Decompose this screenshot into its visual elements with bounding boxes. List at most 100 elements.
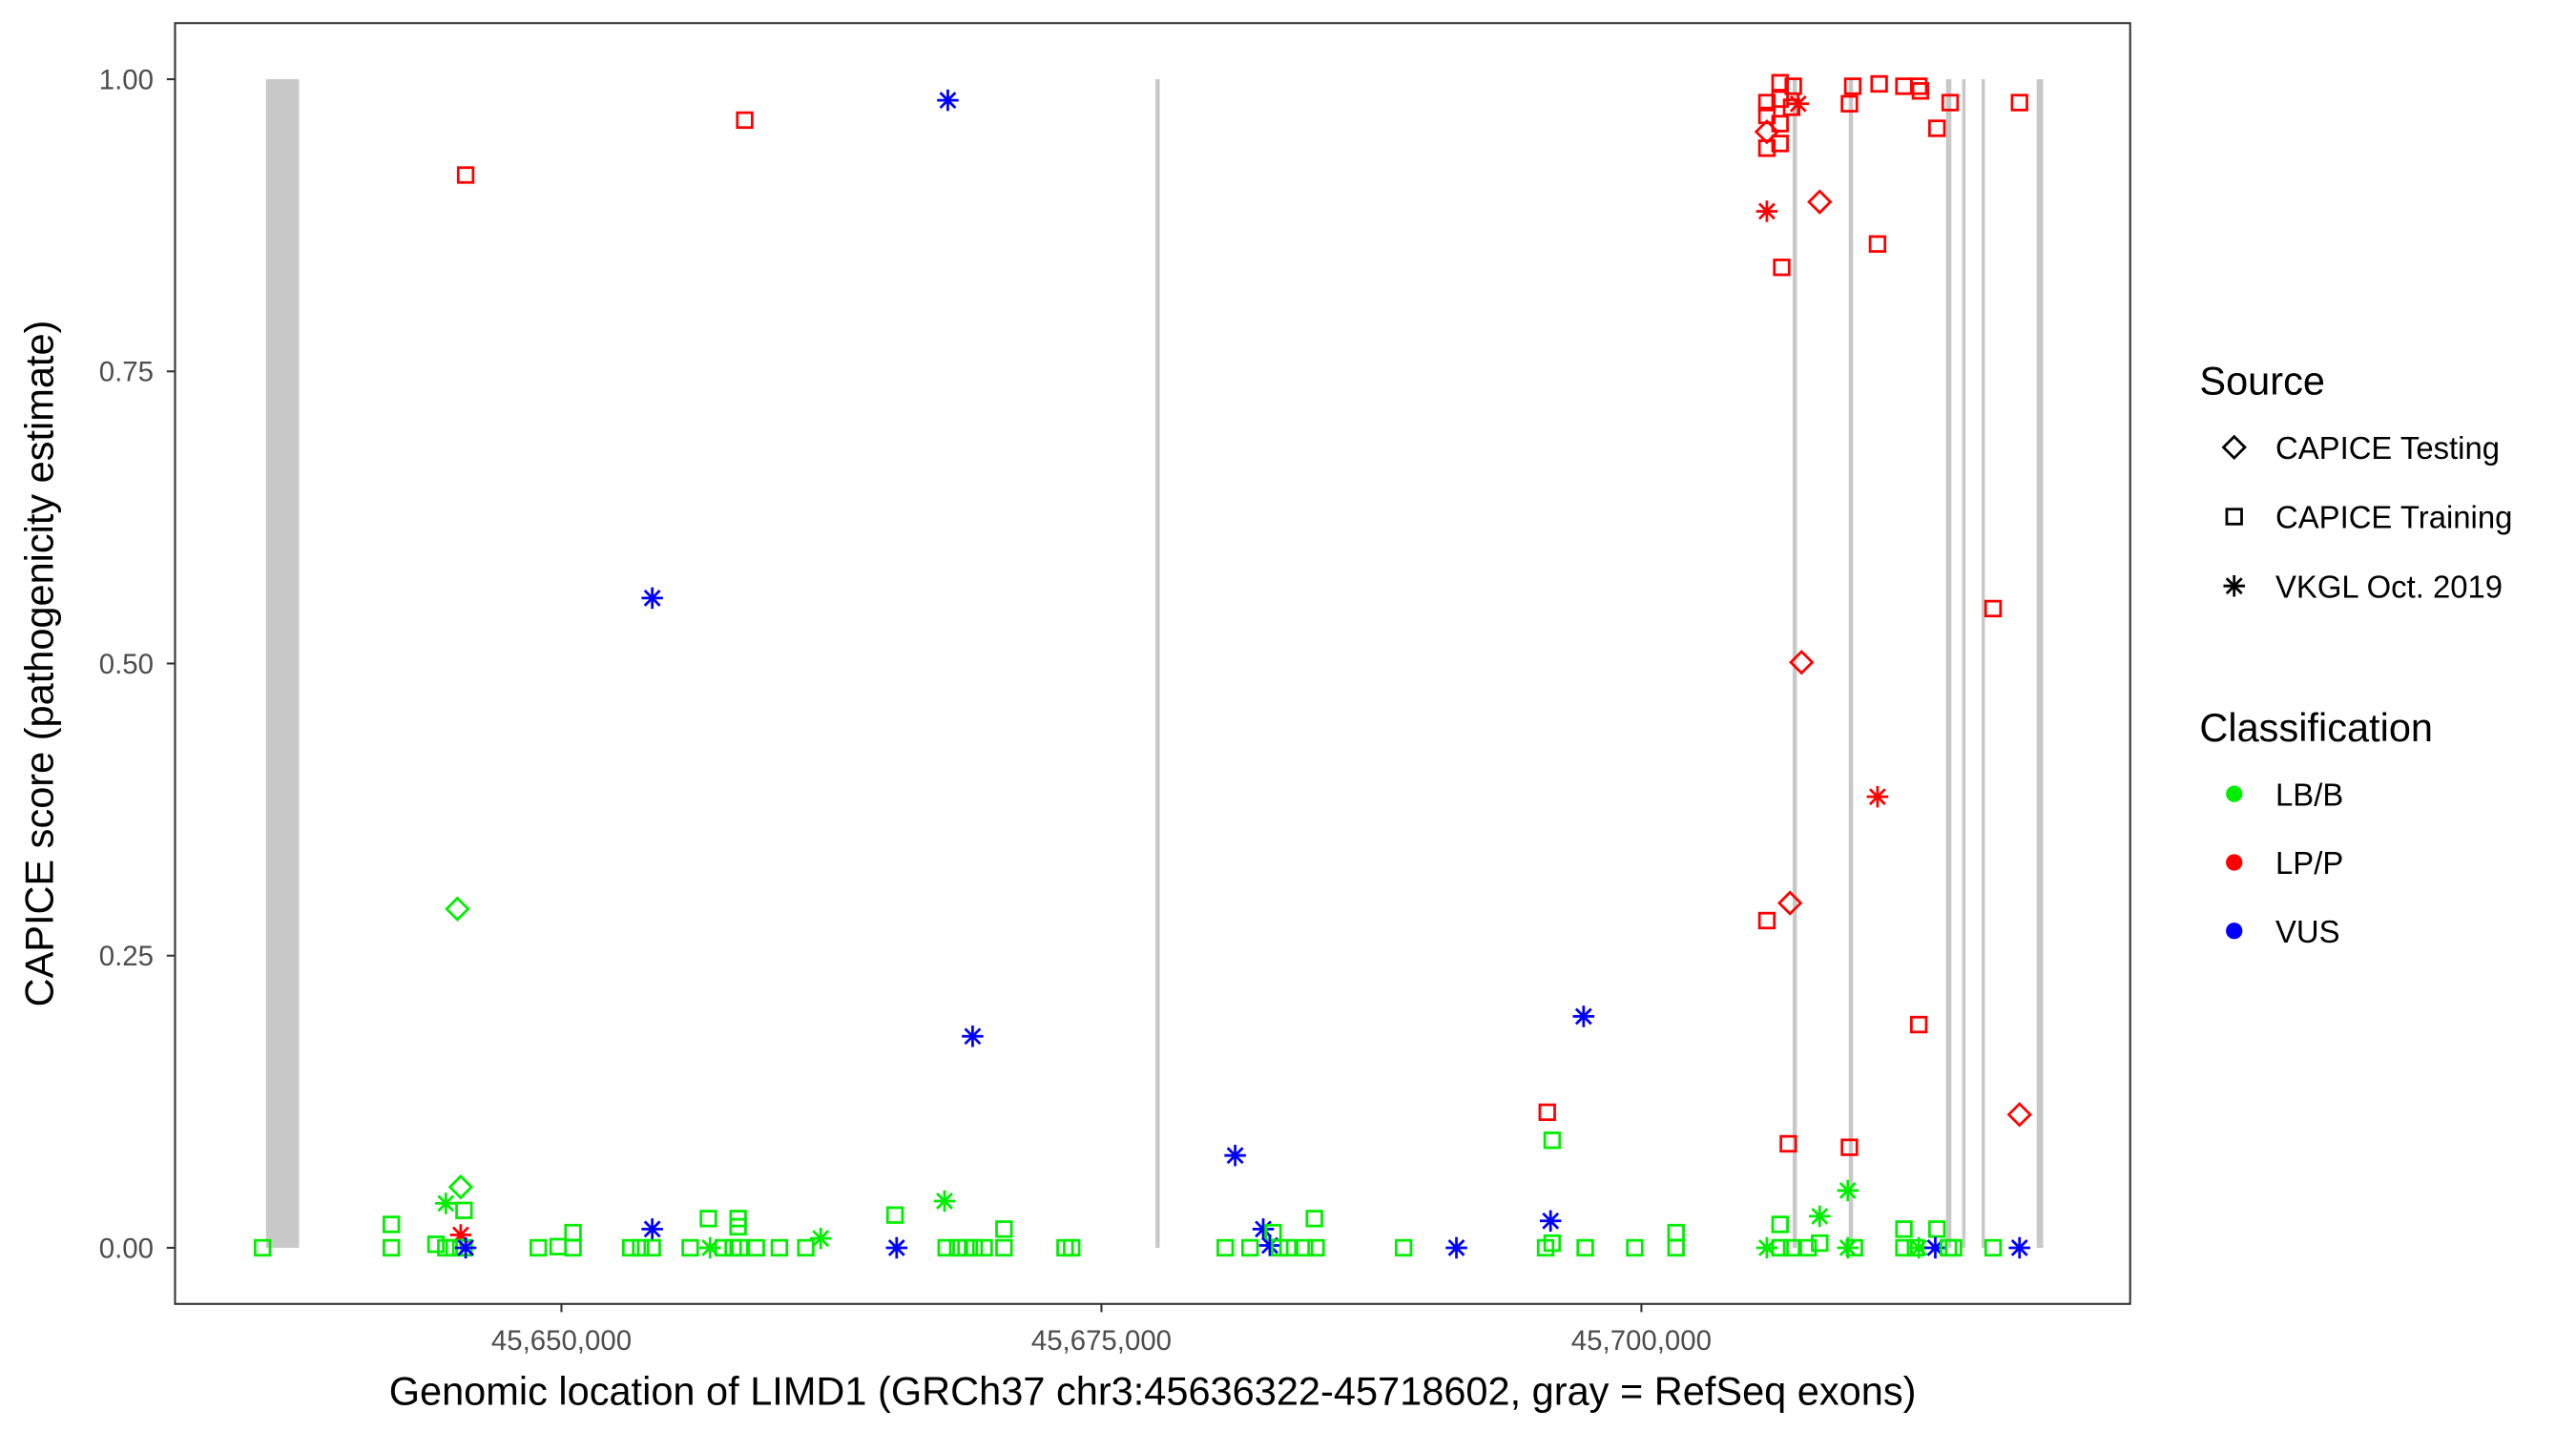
legend-diamond-icon [2221, 434, 2247, 461]
data-point [714, 1238, 733, 1257]
data-point [975, 1238, 993, 1257]
exon-band [1155, 79, 1160, 1248]
data-point [383, 1238, 401, 1257]
data-point [1771, 73, 1789, 92]
data-points [254, 73, 2032, 1259]
exon-band [1945, 79, 1952, 1248]
data-point [885, 1236, 908, 1259]
data-point [937, 1238, 955, 1257]
data-point [1840, 1138, 1859, 1156]
data-point [1941, 93, 1960, 112]
data-point [1843, 77, 1862, 95]
legend-title-source: Source [2199, 359, 2325, 404]
data-point [1944, 1238, 1963, 1257]
data-point [1866, 785, 1889, 808]
data-point [1787, 93, 1810, 115]
y-tick-label: 0.50 [99, 649, 154, 680]
data-point [1776, 890, 1803, 916]
data-point [1543, 1131, 1562, 1150]
data-point [1543, 1234, 1562, 1253]
data-point [1807, 189, 1833, 215]
x-tick-label: 45,650,000 [491, 1325, 632, 1357]
data-point [641, 1218, 663, 1240]
data-point [1909, 1015, 1928, 1034]
data-point [1216, 1238, 1235, 1257]
data-point [1771, 135, 1789, 153]
data-point [1576, 1238, 1594, 1257]
data-point [621, 1238, 640, 1257]
data-point [1757, 911, 1776, 930]
data-point [643, 1238, 661, 1257]
legend-item-classification: LP/P [2275, 845, 2343, 881]
legend-dot-icon [2226, 854, 2243, 871]
legend-item-source: VKGL Oct. 2019 [2275, 569, 2503, 604]
legend-dot-icon [2226, 785, 2243, 802]
exon-band [2036, 79, 2044, 1248]
data-point [736, 111, 754, 130]
data-point [1799, 1238, 1818, 1257]
data-point [1911, 82, 1930, 100]
legend-square-icon [2225, 508, 2243, 526]
x-axis: 45,650,000 45,675,000 45,700,000 [491, 1303, 1712, 1357]
exon-band [1792, 79, 1797, 1248]
data-point [1868, 235, 1887, 253]
data-point [1626, 1238, 1644, 1257]
y-tick-label: 1.00 [99, 64, 154, 95]
data-point [1782, 1238, 1801, 1257]
data-point [681, 1238, 699, 1257]
data-point [1305, 1210, 1323, 1228]
data-point [641, 587, 663, 610]
data-point [1895, 77, 1913, 95]
data-point [809, 1227, 832, 1250]
data-point [1667, 1238, 1685, 1257]
data-point [1539, 1210, 1562, 1233]
data-point [1984, 1238, 2003, 1257]
data-point [455, 1201, 473, 1219]
data-point [2010, 93, 2028, 112]
data-point [1811, 1234, 1829, 1253]
data-point [1789, 650, 1815, 675]
data-point [731, 1238, 749, 1257]
data-point [1845, 1238, 1863, 1257]
data-point [564, 1238, 582, 1257]
exon-band [265, 79, 300, 1248]
data-point [965, 1238, 984, 1257]
exon-band [1981, 79, 1985, 1248]
data-point [1784, 77, 1802, 95]
data-point [1984, 599, 2003, 618]
data-point [564, 1223, 582, 1242]
data-point [933, 1190, 956, 1213]
data-point [699, 1210, 717, 1228]
data-point [995, 1238, 1013, 1257]
data-point [435, 1192, 457, 1214]
data-point [2006, 1102, 2032, 1128]
data-point [1771, 1238, 1789, 1257]
data-point [1755, 200, 1778, 222]
data-point [797, 1238, 815, 1257]
data-point [1572, 1006, 1595, 1027]
data-point [995, 1220, 1013, 1238]
data-point [885, 1206, 904, 1224]
exon-bands [265, 79, 2044, 1248]
data-point [454, 1236, 477, 1259]
data-point [1241, 1238, 1259, 1257]
legend-title-classification: Classification [2199, 705, 2433, 750]
data-point [426, 1235, 446, 1254]
exon-band [1848, 79, 1854, 1248]
y-tick-label: 0.75 [99, 357, 154, 388]
data-point [1538, 1103, 1556, 1122]
data-point [1809, 1205, 1831, 1228]
y-tick-label: 0.00 [99, 1233, 154, 1264]
data-point [1754, 118, 1780, 145]
data-point [1779, 1134, 1797, 1153]
data-point [1258, 1234, 1281, 1256]
data-point [632, 1238, 650, 1257]
data-point [1278, 1238, 1298, 1257]
data-point [1445, 1236, 1467, 1259]
legend-item-source: CAPICE Testing [2275, 430, 2500, 466]
exon-band [1962, 79, 1966, 1248]
data-point [1224, 1144, 1246, 1167]
data-point [1063, 1238, 1081, 1257]
data-point [1928, 1220, 1946, 1238]
